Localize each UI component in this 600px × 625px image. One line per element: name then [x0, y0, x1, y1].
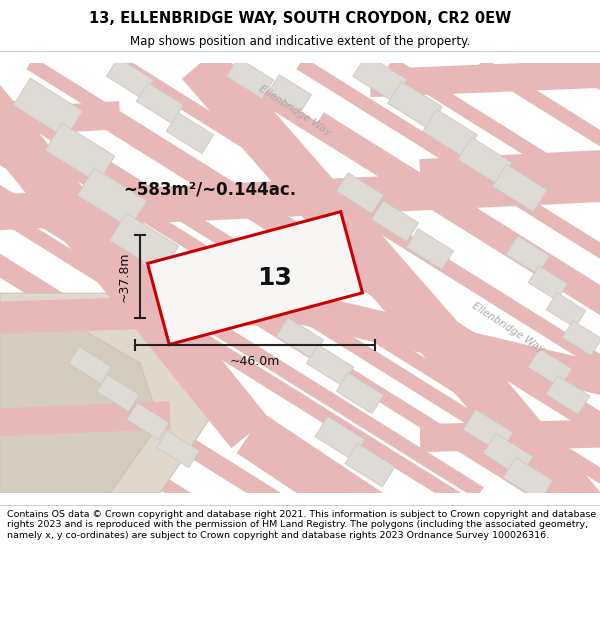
- Polygon shape: [458, 138, 512, 185]
- Polygon shape: [269, 74, 311, 112]
- Polygon shape: [0, 112, 154, 499]
- Polygon shape: [0, 58, 464, 506]
- Polygon shape: [0, 112, 484, 499]
- Polygon shape: [493, 164, 547, 212]
- Polygon shape: [316, 112, 600, 499]
- Polygon shape: [307, 344, 353, 386]
- Polygon shape: [483, 433, 533, 477]
- Polygon shape: [0, 112, 374, 499]
- Polygon shape: [0, 58, 284, 506]
- Polygon shape: [148, 212, 362, 344]
- Polygon shape: [296, 58, 600, 506]
- Polygon shape: [226, 58, 274, 99]
- Polygon shape: [566, 58, 600, 506]
- Polygon shape: [0, 101, 121, 137]
- Polygon shape: [206, 112, 600, 499]
- Polygon shape: [423, 109, 477, 157]
- Polygon shape: [0, 58, 104, 506]
- Polygon shape: [277, 318, 323, 359]
- Polygon shape: [26, 58, 600, 506]
- Polygon shape: [528, 349, 572, 388]
- Polygon shape: [315, 416, 365, 460]
- Polygon shape: [68, 347, 112, 384]
- Polygon shape: [106, 58, 154, 99]
- Polygon shape: [463, 409, 513, 453]
- Polygon shape: [182, 48, 458, 354]
- Polygon shape: [0, 58, 194, 506]
- Polygon shape: [422, 322, 600, 569]
- Text: 13: 13: [257, 266, 292, 290]
- Polygon shape: [0, 401, 170, 437]
- Polygon shape: [476, 58, 600, 506]
- Text: Ellenbridge Way: Ellenbridge Way: [470, 301, 546, 355]
- Polygon shape: [13, 78, 83, 138]
- Polygon shape: [0, 83, 269, 448]
- Polygon shape: [419, 419, 600, 452]
- Polygon shape: [345, 443, 395, 487]
- Polygon shape: [0, 293, 220, 493]
- Polygon shape: [0, 328, 160, 493]
- Polygon shape: [0, 58, 374, 506]
- Polygon shape: [386, 58, 600, 506]
- Polygon shape: [371, 201, 419, 242]
- Text: 13, ELLENBRIDGE WAY, SOUTH CROYDON, CR2 0EW: 13, ELLENBRIDGE WAY, SOUTH CROYDON, CR2 …: [89, 11, 511, 26]
- Polygon shape: [0, 58, 554, 506]
- Polygon shape: [109, 213, 179, 273]
- Polygon shape: [0, 58, 600, 506]
- Polygon shape: [97, 374, 139, 412]
- Polygon shape: [0, 112, 264, 499]
- Text: ~37.8m: ~37.8m: [118, 251, 131, 302]
- Polygon shape: [0, 112, 594, 499]
- Polygon shape: [528, 266, 568, 301]
- Polygon shape: [157, 431, 199, 468]
- Polygon shape: [0, 112, 44, 499]
- Polygon shape: [337, 173, 383, 214]
- Polygon shape: [116, 58, 600, 506]
- Polygon shape: [296, 292, 600, 399]
- Polygon shape: [0, 292, 301, 334]
- Polygon shape: [406, 229, 454, 269]
- Text: ~583m²/~0.144ac.: ~583m²/~0.144ac.: [124, 180, 296, 198]
- Polygon shape: [127, 402, 169, 439]
- Polygon shape: [166, 112, 214, 154]
- Polygon shape: [506, 236, 550, 274]
- Text: Contains OS data © Crown copyright and database right 2021. This information is : Contains OS data © Crown copyright and d…: [7, 510, 596, 539]
- Polygon shape: [419, 149, 600, 187]
- Text: Map shows position and indicative extent of the property.: Map shows position and indicative extent…: [130, 35, 470, 48]
- Polygon shape: [337, 372, 383, 414]
- Polygon shape: [45, 123, 115, 183]
- Polygon shape: [388, 81, 442, 129]
- Polygon shape: [136, 82, 184, 124]
- Polygon shape: [370, 59, 600, 97]
- Polygon shape: [0, 165, 600, 231]
- Polygon shape: [236, 413, 413, 553]
- Polygon shape: [503, 458, 553, 501]
- Polygon shape: [546, 376, 590, 414]
- Polygon shape: [206, 58, 600, 506]
- Text: ~46.0m: ~46.0m: [230, 354, 280, 367]
- Text: Ellenbridge Way: Ellenbridge Way: [257, 84, 333, 138]
- Polygon shape: [562, 321, 600, 356]
- Polygon shape: [546, 292, 586, 328]
- Polygon shape: [96, 112, 600, 499]
- Polygon shape: [77, 168, 147, 228]
- Polygon shape: [353, 54, 407, 102]
